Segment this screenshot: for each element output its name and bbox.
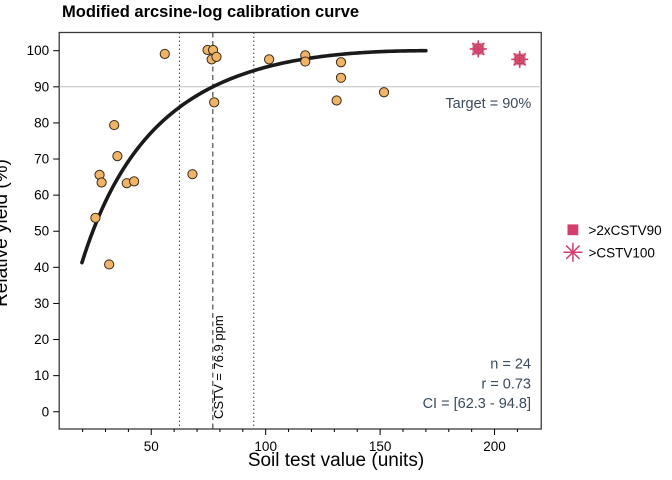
svg-text:70: 70 (34, 152, 49, 167)
svg-text:90: 90 (34, 79, 49, 94)
svg-text:100: 100 (254, 439, 277, 454)
svg-text:>2xCSTV90: >2xCSTV90 (589, 223, 662, 238)
svg-text:50: 50 (34, 224, 49, 239)
svg-text:80: 80 (34, 115, 49, 130)
svg-text:>CSTV100: >CSTV100 (589, 245, 655, 260)
svg-text:10: 10 (34, 368, 49, 383)
svg-text:100: 100 (27, 43, 50, 58)
svg-text:r = 0.73: r = 0.73 (481, 376, 531, 392)
svg-text:20: 20 (34, 332, 49, 347)
svg-text:50: 50 (144, 439, 159, 454)
svg-text:0: 0 (42, 404, 50, 419)
svg-text:40: 40 (34, 260, 49, 275)
svg-text:30: 30 (34, 296, 49, 311)
svg-text:n = 24: n = 24 (490, 357, 531, 373)
svg-text:CI = [62.3 - 94.8]: CI = [62.3 - 94.8] (423, 396, 531, 412)
svg-text:CSTV = 76.9 ppm: CSTV = 76.9 ppm (211, 315, 226, 419)
svg-text:60: 60 (34, 188, 49, 203)
svg-text:200: 200 (483, 439, 506, 454)
svg-text:150: 150 (369, 439, 392, 454)
svg-text:Target = 90%: Target = 90% (445, 96, 531, 112)
